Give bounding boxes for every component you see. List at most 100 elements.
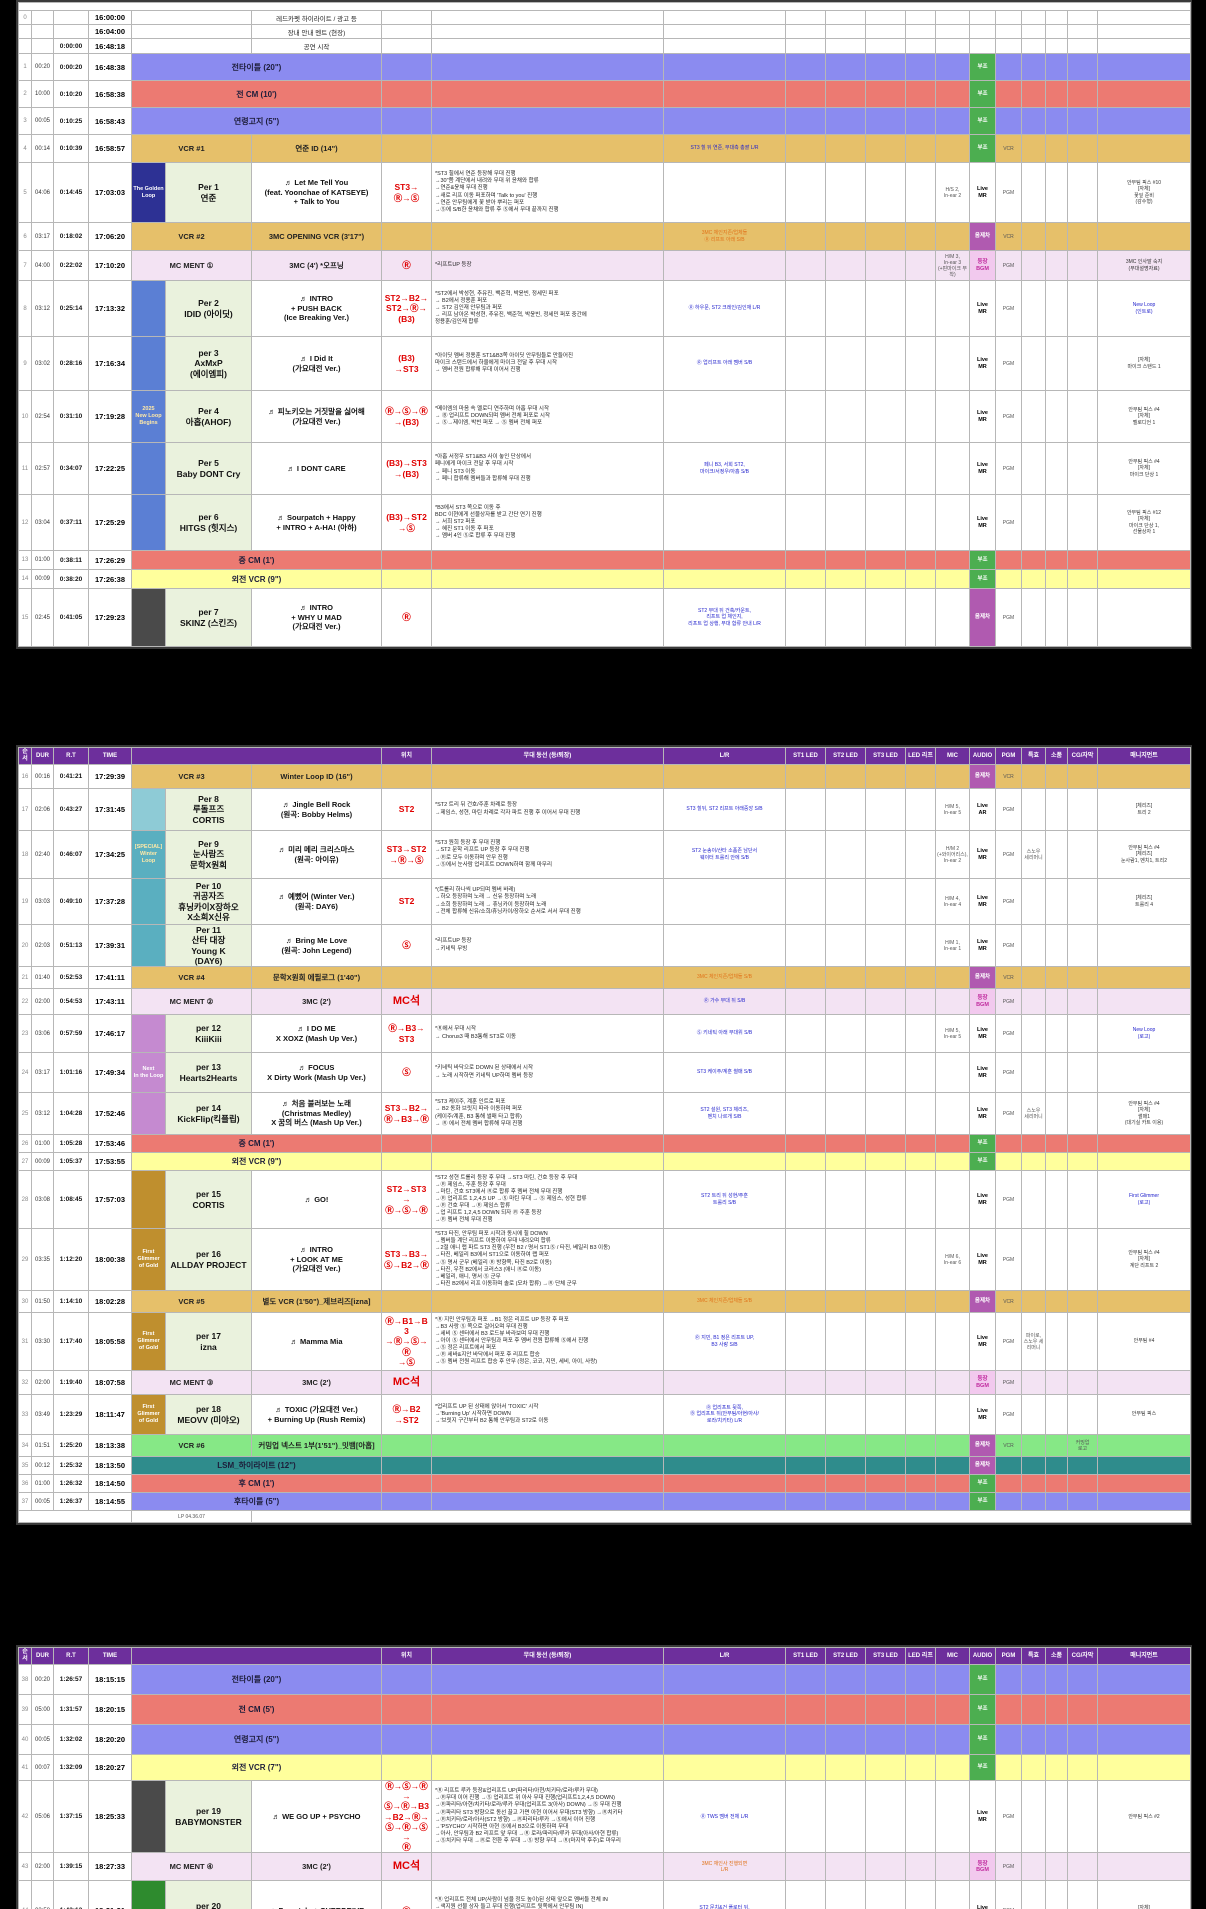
header-pgm[interactable]: PGM (995, 747, 1022, 765)
header-mic[interactable]: MIC (935, 747, 970, 765)
cell-fx[interactable]: 파이로, 스노우 세리머니 (1021, 1312, 1046, 1371)
cell-audio[interactable]: 부조 (969, 569, 996, 589)
cell-order[interactable]: 24 (18, 1052, 32, 1093)
cell-pgm[interactable]: VCR (995, 966, 1022, 989)
cell-st2[interactable] (825, 38, 866, 54)
cell-notes[interactable]: *리프트UP 등장 (431, 250, 664, 281)
cell-notes[interactable] (431, 1370, 664, 1395)
cell-st3[interactable] (865, 1152, 906, 1171)
cell-st2[interactable] (825, 1474, 866, 1493)
header-st2[interactable]: ST2 LED (825, 747, 866, 765)
cell-performance[interactable]: Per 5 Baby DONT Cry (165, 442, 252, 495)
cell-rt[interactable]: 1:14:10 (53, 1290, 89, 1313)
cell-cut[interactable] (17, 2, 1192, 11)
cell-dur[interactable]: 02:00 (31, 988, 54, 1015)
cell-dur[interactable]: 00:09 (31, 569, 54, 589)
cell-mgmt[interactable] (1097, 1724, 1191, 1755)
cell-performance[interactable]: per 3 AxMxP (에이엠피) (165, 336, 252, 391)
cell-led[interactable] (905, 1694, 936, 1725)
cell-dur[interactable]: 05:06 (31, 1779, 54, 1854)
cell-led[interactable] (905, 788, 936, 831)
cell-band-label[interactable]: 후 CM (1') (131, 1474, 382, 1493)
cell-order[interactable]: 31 (18, 1312, 32, 1371)
header-rt[interactable]: R.T (53, 747, 89, 765)
cell-st2[interactable] (825, 222, 866, 251)
cell-mgmt[interactable] (1096, 588, 1192, 647)
cell-dur[interactable]: 02:00 (31, 1852, 54, 1882)
cell-segment-title[interactable]: 별도 VCR (1'50")_제브리즈[izna] (251, 1290, 382, 1313)
cell-mic[interactable] (935, 1664, 970, 1695)
cell-segment[interactable]: VCR #3 (131, 764, 252, 789)
cell-performance[interactable]: per 18 MEOVV (미야오) (165, 1394, 252, 1435)
cell-time[interactable]: 18:11:47 (88, 1394, 132, 1435)
cell-led[interactable] (905, 38, 936, 54)
cell-time[interactable]: 16:58:43 (88, 107, 132, 135)
cell-cg[interactable] (1067, 1370, 1098, 1395)
cell-led[interactable] (905, 442, 936, 495)
cell-cg[interactable] (1067, 1290, 1098, 1313)
cell-notes[interactable] (431, 80, 664, 108)
cell-order[interactable]: 12 (18, 494, 32, 551)
cell-pgm[interactable] (995, 80, 1022, 108)
cell-mgmt[interactable]: 3MC 인사말 숙지 (무대설명자료) (1096, 250, 1192, 281)
cell-cg[interactable] (1067, 788, 1098, 831)
cell-rt[interactable]: 1:17:40 (53, 1312, 89, 1371)
cell-pos[interactable] (381, 764, 432, 789)
header-led[interactable]: LED 리프 (905, 1647, 936, 1665)
cell-lr[interactable]: Ⓡ 하우문, ST2 크레인/김인재 L/R (663, 280, 786, 337)
cell-fx[interactable] (1021, 134, 1046, 163)
cell-mgmt[interactable]: New Loop (인트로) (1096, 280, 1192, 337)
cell-order[interactable]: 11 (18, 442, 32, 495)
cell-audio[interactable]: 음제차 (969, 222, 996, 251)
cell-song[interactable]: ♬ 처음 불러보는 노래 (Christmas Medley) X 꿈의 버스 (M… (251, 1092, 382, 1135)
cell-order[interactable]: 26 (18, 1134, 32, 1153)
cell-dur[interactable] (31, 24, 54, 39)
header-rt[interactable]: R.T (53, 1647, 89, 1665)
cell-fx[interactable] (1021, 788, 1046, 831)
cell-pos[interactable]: Ⓡ (381, 588, 432, 647)
header-time[interactable]: TIME (88, 1647, 132, 1665)
cell-time[interactable]: 18:20:27 (88, 1754, 132, 1781)
cell-st2[interactable] (825, 10, 866, 25)
cell-rt[interactable]: 0:52:53 (53, 966, 89, 989)
cell-st2[interactable] (825, 1290, 866, 1313)
cell-order[interactable]: 7 (18, 250, 32, 281)
cell-cg[interactable] (1067, 1228, 1098, 1291)
cell-st1[interactable] (785, 764, 826, 789)
cell-st1[interactable] (785, 1754, 826, 1781)
cell-st1[interactable] (785, 442, 826, 495)
cell-mgmt[interactable] (1097, 988, 1191, 1015)
cell-mic[interactable] (935, 588, 970, 647)
cell-pos[interactable]: ST2→ST3→ Ⓡ→Ⓢ→Ⓡ (381, 1170, 432, 1229)
cell-lr[interactable]: ST2 문치&건 플로터 뒤,다른 멤버들 무대 뒤 L/R (663, 1880, 786, 1909)
cell-pos[interactable] (381, 134, 432, 163)
cell-mic[interactable] (935, 1434, 970, 1457)
cell-dur[interactable]: 00:05 (31, 1724, 54, 1755)
cell-mic[interactable] (935, 494, 970, 551)
cell-lr[interactable] (663, 494, 786, 551)
cell-st3[interactable] (865, 162, 906, 223)
cell-song[interactable]: ♬ Jingle Bell Rock (원곡: Bobby Helms) (251, 788, 382, 831)
cell-time[interactable]: 17:29:23 (88, 588, 132, 647)
cell-order[interactable]: 19 (18, 878, 32, 925)
cell-pos[interactable] (381, 38, 432, 54)
cell-st3[interactable] (865, 442, 906, 495)
cell-dur[interactable]: 04:06 (31, 162, 54, 223)
header-lr[interactable]: L/R (663, 1647, 786, 1665)
cell-rt[interactable]: 1:25:32 (53, 1456, 89, 1475)
cell-st2[interactable] (825, 830, 866, 879)
cell-audio[interactable]: 등장 BGM (969, 250, 996, 281)
cell-prop[interactable] (1045, 80, 1068, 108)
cell-fx[interactable] (1021, 222, 1046, 251)
cell-st1[interactable] (785, 38, 826, 54)
cell-st2[interactable] (825, 966, 866, 989)
cell-cg[interactable]: 커밍업 로고 (1067, 1434, 1098, 1457)
cell-cg[interactable] (1067, 80, 1098, 108)
cell-performance[interactable]: Per 11 산타 대장 Young K (DAY6) (165, 924, 252, 967)
cell-st1[interactable] (785, 1434, 826, 1457)
cell-mic[interactable] (935, 966, 970, 989)
cell-st3[interactable] (865, 280, 906, 337)
